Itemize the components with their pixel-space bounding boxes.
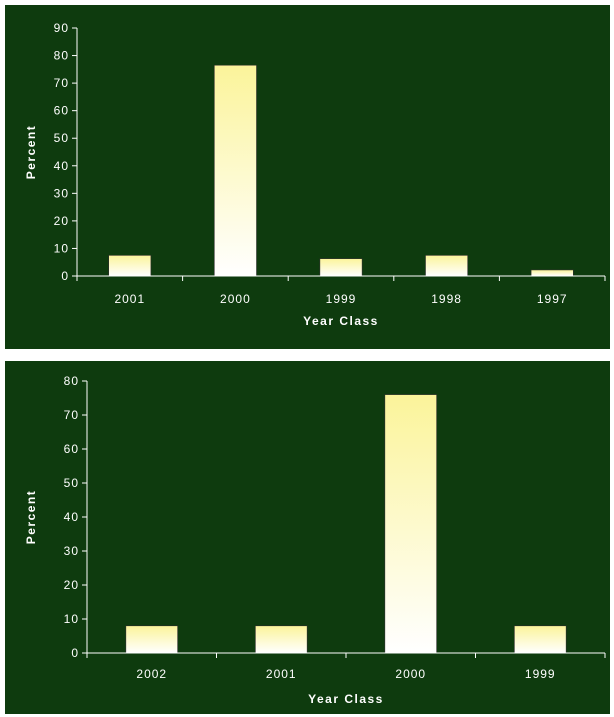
bar-1998 xyxy=(425,255,469,277)
x-tick-group: 2001 2000 1999 1998 1997 xyxy=(76,276,606,306)
y-tick-label: 50 xyxy=(64,476,79,490)
x-tick-label: 2002 xyxy=(136,667,167,681)
x-tick-label: 1997 xyxy=(537,292,568,306)
x-tick-group: 2002 2001 2000 1999 xyxy=(86,653,606,681)
x-axis-title: Year Class xyxy=(308,692,384,706)
x-tick-label: 1999 xyxy=(525,667,556,681)
bar-2000 xyxy=(213,64,257,277)
x-axis-title: Year Class xyxy=(303,314,379,328)
y-tick-label: 20 xyxy=(54,214,69,228)
x-tick-label: 1999 xyxy=(326,292,357,306)
y-tick-label: 10 xyxy=(64,612,79,626)
y-tick-label: 30 xyxy=(54,186,69,200)
x-tick-label: 2001 xyxy=(266,667,297,681)
bar-1997 xyxy=(530,269,574,277)
bottom-bar-chart: 0 10 20 30 40 50 60 70 80 2002 2001 2000 1999 Perce… xyxy=(24,374,606,706)
x-tick-label: 2000 xyxy=(395,667,426,681)
x-tick-label: 2001 xyxy=(114,292,145,306)
y-tick-label: 60 xyxy=(64,442,79,456)
x-tick-label: 1998 xyxy=(431,292,462,306)
bar-2002 xyxy=(125,625,178,654)
y-tick-label: 90 xyxy=(54,21,69,35)
top-bar-chart: 0 10 20 30 40 50 60 70 80 90 2001 2000 1999 1998 1997… xyxy=(24,21,606,328)
x-tick-label: 2000 xyxy=(220,292,251,306)
y-tick-label: 70 xyxy=(64,408,79,422)
y-tick-label: 80 xyxy=(64,374,79,388)
bottom-chart-panel: 0 10 20 30 40 50 60 70 80 2002 2001 2000 1999 Perce… xyxy=(5,361,610,714)
y-axis-title: Percent xyxy=(24,125,38,180)
bar-1999 xyxy=(319,258,363,277)
y-tick-label: 50 xyxy=(54,131,69,145)
bar-group xyxy=(108,64,574,277)
y-tick-group: 0 10 20 30 40 50 60 70 80 90 xyxy=(54,21,77,283)
y-tick-label: 0 xyxy=(61,269,69,283)
bar-group xyxy=(125,394,567,654)
y-tick-label: 30 xyxy=(64,544,79,558)
y-tick-label: 10 xyxy=(54,241,69,255)
y-tick-group: 0 10 20 30 40 50 60 70 80 xyxy=(64,374,87,660)
y-tick-label: 80 xyxy=(54,49,69,63)
y-tick-label: 40 xyxy=(64,510,79,524)
bar-2001 xyxy=(108,255,152,277)
y-tick-label: 70 xyxy=(54,76,69,90)
bar-2000 xyxy=(384,394,437,654)
y-tick-label: 60 xyxy=(54,104,69,118)
y-axis-title: Percent xyxy=(24,490,38,545)
bar-2001 xyxy=(255,625,308,654)
y-tick-label: 0 xyxy=(71,646,79,660)
y-tick-label: 40 xyxy=(54,159,69,173)
bar-1999 xyxy=(514,625,567,654)
top-chart-panel: 0 10 20 30 40 50 60 70 80 90 2001 2000 1999 1998 1997… xyxy=(5,5,610,349)
y-tick-label: 20 xyxy=(64,578,79,592)
